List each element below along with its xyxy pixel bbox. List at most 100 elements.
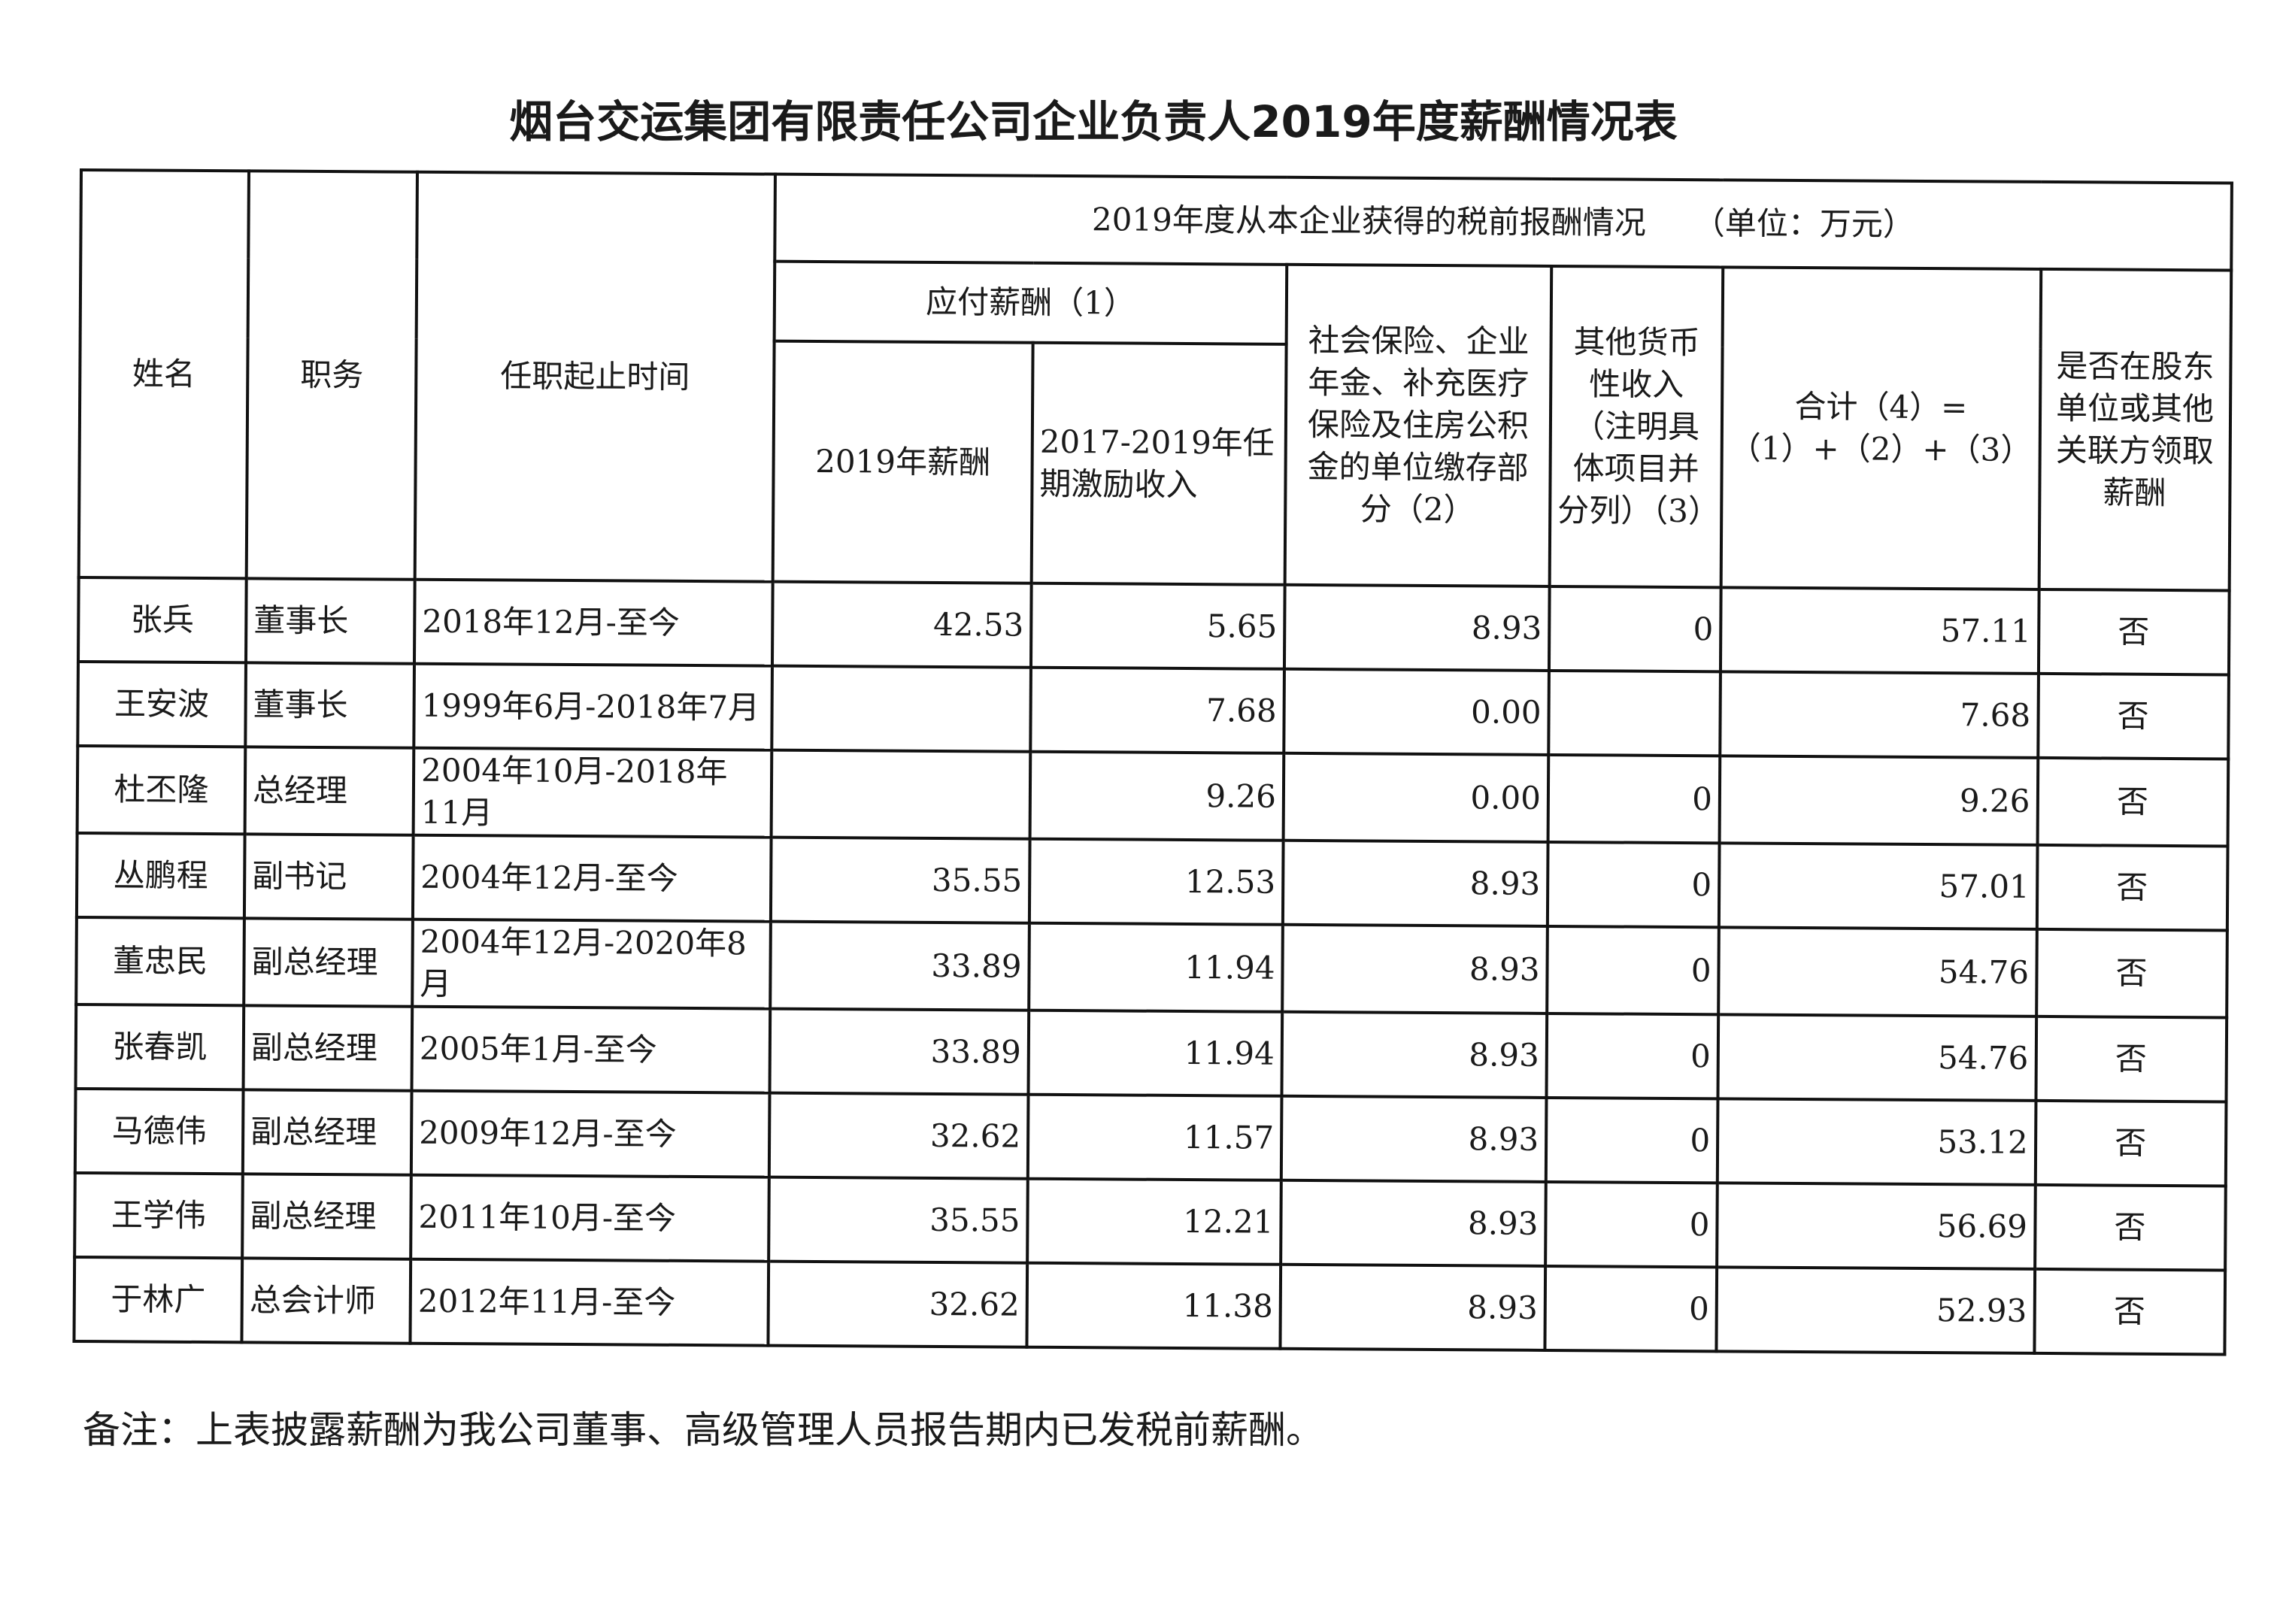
cell-salary: 42.53 — [772, 581, 1032, 668]
cell-position: 副书记 — [244, 834, 414, 920]
table-row: 王学伟 副总经理 2011年10月-至今 35.55 12.21 8.93 0 56.69 否 — [74, 1172, 2226, 1271]
cell-total: 53.12 — [1717, 1098, 2036, 1185]
cell-total: 7.68 — [1720, 671, 2039, 758]
cell-incentive: 11.57 — [1027, 1094, 1282, 1180]
cell-salary — [771, 750, 1031, 839]
header-payable: 应付薪酬（1） — [774, 261, 1287, 344]
table-row: 张兵 董事长 2018年12月-至今 42.53 5.65 8.93 0 57.11 否 — [77, 577, 2230, 675]
cell-name: 董忠民 — [76, 917, 244, 1006]
cell-tenure: 2009年12月-至今 — [411, 1090, 770, 1177]
cell-position: 董事长 — [245, 662, 414, 748]
cell-name: 张春凯 — [75, 1004, 244, 1090]
header-other: 其他货币性收入（注明具体项目并分列）（3） — [1549, 265, 1724, 588]
cell-total: 57.11 — [1720, 587, 2039, 674]
cell-salary: 33.89 — [769, 1008, 1029, 1095]
table-row: 于林广 总会计师 2012年11月-至今 32.62 11.38 8.93 0 52.93 否 — [74, 1256, 2225, 1355]
cell-name: 于林广 — [74, 1256, 243, 1343]
compensation-table: 姓名 职务 任职起止时间 2019年度从本企业获得的税前报酬情况 （单位：万元）… — [72, 168, 2233, 1356]
cell-related: 否 — [2034, 1184, 2226, 1271]
cell-related: 否 — [2037, 757, 2228, 847]
table-row: 张春凯 副总经理 2005年1月-至今 33.89 11.94 8.93 0 54.76 否 — [75, 1004, 2227, 1102]
cell-tenure: 2005年1月-至今 — [411, 1006, 771, 1093]
cell-other: 0 — [1545, 1181, 1718, 1268]
header-total: 合计（4）=（1）+（2）+（3） — [1721, 267, 2041, 589]
header-name: 姓名 — [78, 170, 249, 579]
cell-related: 否 — [2038, 589, 2230, 675]
cell-incentive: 11.38 — [1026, 1262, 1281, 1349]
cell-name: 王安波 — [77, 662, 246, 747]
cell-related: 否 — [2035, 1100, 2227, 1186]
cell-total: 9.26 — [1719, 756, 2038, 845]
cell-social: 8.93 — [1284, 584, 1550, 671]
cell-related: 否 — [2036, 929, 2227, 1018]
cell-incentive: 12.21 — [1027, 1178, 1281, 1265]
cell-position: 总经理 — [244, 747, 414, 835]
cell-related: 否 — [2037, 673, 2229, 759]
cell-other: 0 — [1545, 1097, 1718, 1183]
cell-other: 0 — [1546, 1013, 1719, 1099]
footnote: 备注：上表披露薪酬为我公司董事、高级管理人员报告期内已发税前薪酬。 — [83, 1408, 1323, 1452]
cell-social: 8.93 — [1282, 840, 1548, 926]
cell-total: 52.93 — [1716, 1267, 2035, 1353]
cell-salary: 35.55 — [769, 1177, 1028, 1263]
cell-incentive: 11.94 — [1029, 923, 1283, 1012]
cell-other: 0 — [1548, 586, 1721, 672]
cell-salary: 32.62 — [768, 1261, 1028, 1347]
cell-other: 0 — [1548, 754, 1721, 844]
cell-other: 0 — [1545, 1265, 1718, 1352]
cell-other: 0 — [1547, 841, 1720, 928]
cell-incentive: 7.68 — [1030, 667, 1284, 753]
document-title: 烟台交运集团有限责任公司企业负责人2019年度薪酬情况表 — [509, 96, 1678, 147]
cell-incentive: 9.26 — [1029, 751, 1284, 841]
cell-position: 董事长 — [245, 578, 415, 664]
header-group: 2019年度从本企业获得的税前报酬情况 （单位：万元） — [775, 174, 2232, 271]
header-related: 是否在股东单位或其他关联方领取薪酬 — [2039, 268, 2231, 591]
cell-tenure: 2012年11月-至今 — [410, 1259, 769, 1346]
cell-name: 丛鹏程 — [76, 832, 245, 919]
cell-related: 否 — [2033, 1268, 2225, 1355]
table-row: 王安波 董事长 1999年6月-2018年7月 7.68 0.00 7.68 否 — [77, 662, 2229, 759]
cell-position: 副总经理 — [244, 918, 413, 1007]
cell-related: 否 — [2036, 844, 2228, 931]
cell-total: 57.01 — [1718, 843, 2038, 929]
cell-total: 54.76 — [1718, 927, 2037, 1017]
cell-tenure: 2018年12月-至今 — [414, 579, 773, 666]
table-row: 董忠民 副总经理 2004年12月-2020年8月 33.89 11.94 8.93 0 54… — [76, 917, 2227, 1018]
cell-position: 副总经理 — [243, 1005, 413, 1091]
cell-social: 8.93 — [1281, 1180, 1546, 1266]
cell-other — [1548, 670, 1721, 756]
cell-incentive: 11.94 — [1028, 1010, 1283, 1096]
header-incentive: 2017-2019年任期激励收入 — [1031, 342, 1287, 585]
cell-total: 54.76 — [1718, 1014, 2036, 1101]
cell-related: 否 — [2036, 1016, 2227, 1102]
header-tenure: 任职起止时间 — [414, 171, 775, 582]
cell-salary: 33.89 — [770, 921, 1029, 1010]
cell-tenure: 1999年6月-2018年7月 — [414, 663, 772, 750]
cell-position: 总会计师 — [241, 1258, 411, 1344]
cell-social: 8.93 — [1282, 924, 1548, 1013]
cell-salary: 35.55 — [770, 837, 1030, 923]
cell-incentive: 12.53 — [1029, 838, 1284, 925]
header-position: 职务 — [246, 171, 417, 580]
cell-tenure: 2004年12月-2020年8月 — [412, 919, 771, 1009]
cell-tenure: 2011年10月-至今 — [411, 1174, 769, 1262]
cell-tenure: 2004年12月-至今 — [412, 835, 772, 922]
cell-social: 0.00 — [1283, 753, 1549, 842]
cell-social: 8.93 — [1280, 1264, 1546, 1350]
table-row: 丛鹏程 副书记 2004年12月-至今 35.55 12.53 8.93 0 57.01 否 — [76, 832, 2228, 931]
cell-position: 副总经理 — [242, 1089, 412, 1175]
table-row: 马德伟 副总经理 2009年12月-至今 32.62 11.57 8.93 0 53.12 否 — [74, 1088, 2227, 1186]
cell-social: 0.00 — [1284, 668, 1549, 755]
cell-social: 8.93 — [1281, 1095, 1547, 1182]
table-row: 杜丕隆 总经理 2004年10月-2018年11月 9.26 0.00 0 9.26 否 — [77, 745, 2228, 847]
header-salary-2019: 2019年薪酬 — [772, 341, 1033, 583]
cell-tenure: 2004年10月-2018年11月 — [413, 747, 772, 838]
cell-other: 0 — [1547, 926, 1719, 1015]
cell-name: 王学伟 — [74, 1172, 243, 1259]
header-social: 社会保险、企业年金、补充医疗保险及住房公积金的单位缴存部分（2） — [1284, 264, 1552, 586]
cell-salary — [772, 665, 1031, 752]
cell-total: 56.69 — [1717, 1183, 2036, 1269]
cell-incentive: 5.65 — [1030, 583, 1285, 669]
cell-name: 马德伟 — [74, 1088, 244, 1174]
cell-social: 8.93 — [1281, 1011, 1548, 1098]
